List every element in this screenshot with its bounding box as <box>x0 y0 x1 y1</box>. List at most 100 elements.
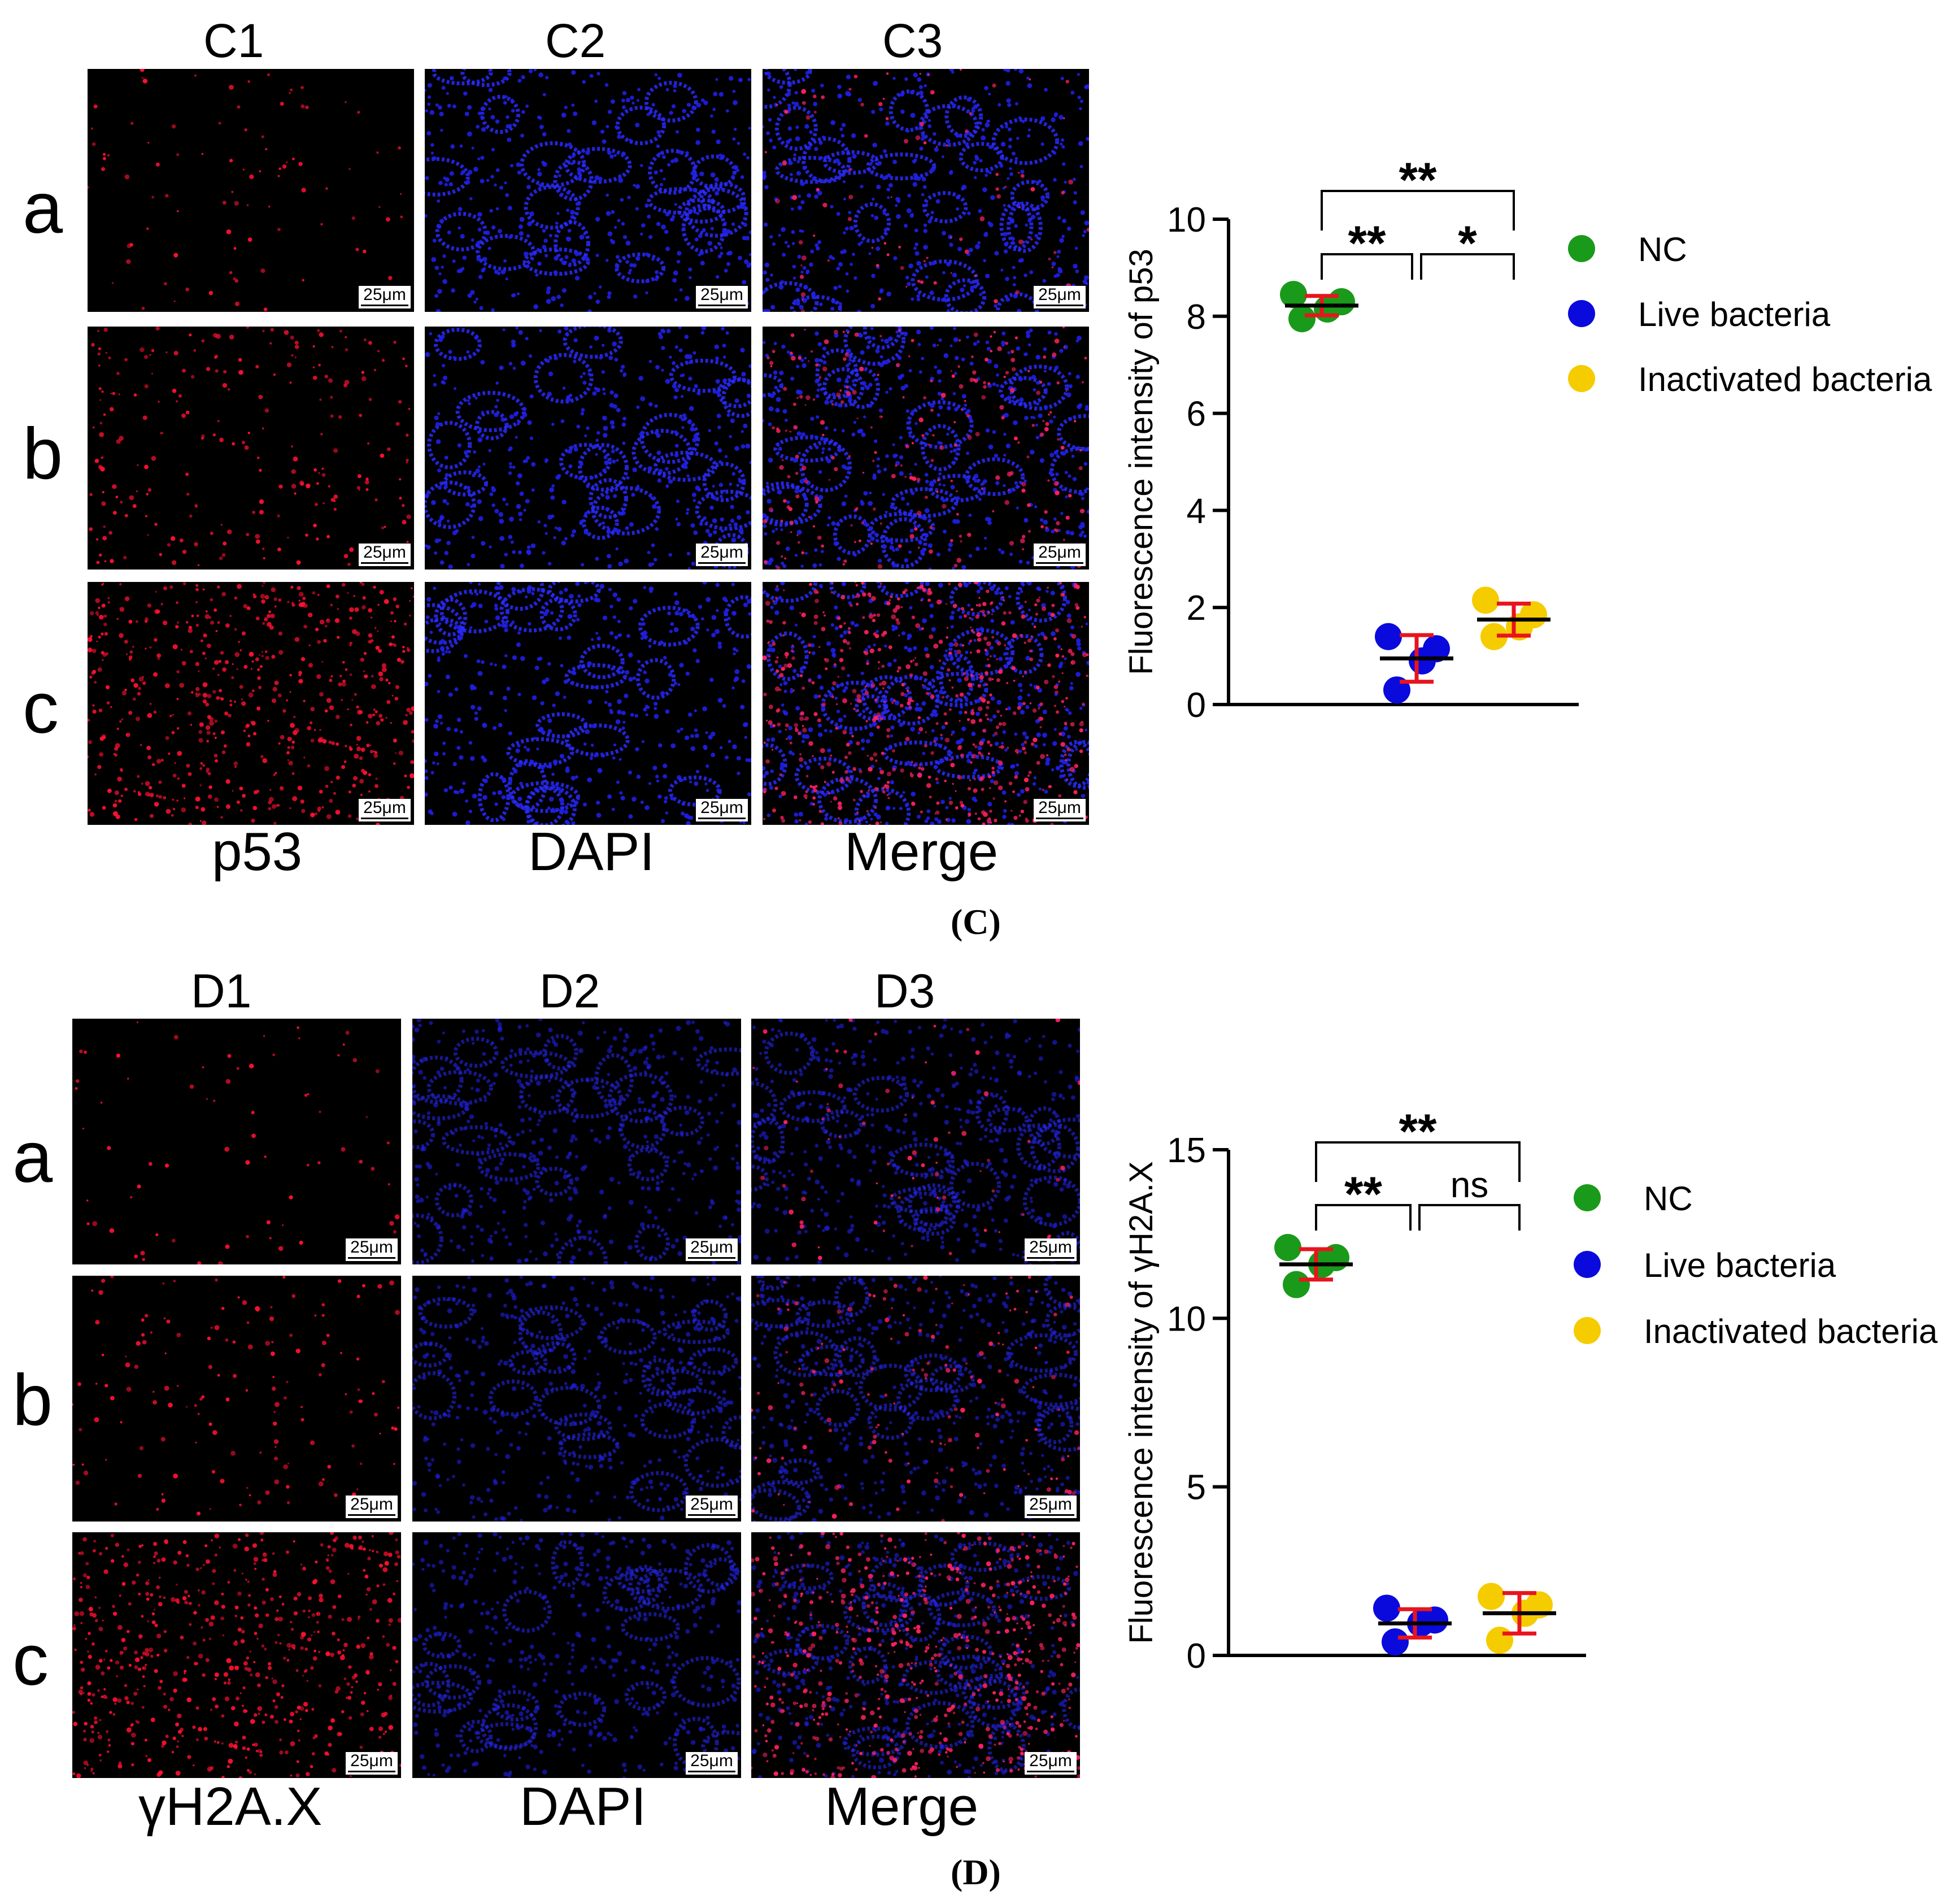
scale-bar-line <box>1036 562 1083 564</box>
scale-bar: 25μm <box>1025 1238 1077 1261</box>
data-point <box>1486 1627 1513 1654</box>
significance-bracket <box>1321 253 1413 280</box>
scale-bar-label: 25μm <box>1038 543 1081 562</box>
bottom-label-gh2ax: γH2A.X <box>138 1776 323 1837</box>
scale-bar: 25μm <box>346 1238 398 1261</box>
y-tick-label: 10 <box>1167 201 1206 240</box>
data-point <box>1283 1271 1310 1298</box>
micrograph-d2-c: 25μm <box>412 1532 741 1778</box>
bottom-label-merge-c: Merge <box>844 821 999 882</box>
scale-bar: 25μm <box>359 544 411 566</box>
scale-bar-label: 25μm <box>363 543 406 562</box>
scale-bar-label: 25μm <box>1038 285 1081 304</box>
col-header-d3: D3 <box>874 964 935 1018</box>
y-tick-label: 15 <box>1167 1131 1206 1170</box>
row-label-c-a: a <box>23 168 63 249</box>
scale-bar-line <box>361 818 408 819</box>
legend-label: Inactivated bacteria <box>1644 1312 1938 1350</box>
scale-bar-line <box>348 1514 395 1516</box>
scale-bar-label: 25μm <box>1029 1495 1072 1514</box>
scale-bar-line <box>698 562 746 564</box>
micrograph-d1-c: 25μm <box>72 1532 401 1778</box>
scale-bar-line <box>688 1514 735 1516</box>
data-point <box>1472 586 1499 614</box>
scale-bar-line <box>1027 1771 1074 1772</box>
scale-bar: 25μm <box>686 1752 738 1775</box>
scale-bar: 25μm <box>686 1238 738 1261</box>
row-label-c-b: b <box>23 414 63 494</box>
scale-bar-line <box>698 305 746 306</box>
micrograph-d3-c: 25μm <box>751 1532 1080 1778</box>
data-point <box>1478 1583 1505 1610</box>
data-point <box>1373 1594 1400 1622</box>
y-tick-label: 5 <box>1187 1468 1206 1507</box>
scale-bar-label: 25μm <box>690 1238 733 1257</box>
scale-bar: 25μm <box>1034 544 1086 566</box>
significance-label: ** <box>1399 1105 1437 1159</box>
micrograph-c2-b: 25μm <box>425 327 751 570</box>
significance-label: ns <box>1451 1164 1489 1205</box>
data-point <box>1288 305 1316 333</box>
scale-bar-line <box>1027 1257 1074 1259</box>
row-label-c-c: c <box>23 668 59 749</box>
scale-bar-line <box>688 1771 735 1772</box>
micrograph-d1-b: 25μm <box>72 1276 401 1522</box>
scale-bar-line <box>698 818 746 819</box>
scale-bar-line <box>361 305 408 306</box>
data-point <box>1480 623 1508 650</box>
data-point <box>1274 1234 1301 1262</box>
scale-bar: 25μm <box>359 799 411 821</box>
scale-bar-label: 25μm <box>1029 1751 1072 1770</box>
significance-label: ** <box>1399 153 1437 207</box>
scale-bar-label: 25μm <box>350 1751 393 1770</box>
micrograph-c3-c: 25μm <box>763 582 1089 825</box>
data-point <box>1382 1628 1409 1656</box>
panel-label-d: (D) <box>951 1852 1001 1892</box>
scale-bar-line <box>1036 818 1083 819</box>
scale-bar-line <box>688 1257 735 1259</box>
legend-label: Inactivated bacteria <box>1638 360 1932 398</box>
scale-bar: 25μm <box>696 544 748 566</box>
legend-marker <box>1568 365 1595 392</box>
legend-label: NC <box>1638 231 1687 268</box>
significance-label: ** <box>1344 1167 1382 1221</box>
significance-bracket <box>1315 1204 1412 1231</box>
data-point <box>1280 281 1307 308</box>
scale-bar: 25μm <box>696 286 748 308</box>
col-header-c3: C3 <box>882 14 943 67</box>
col-header-c1: C1 <box>203 14 264 67</box>
legend-marker <box>1574 1251 1601 1278</box>
scale-bar: 25μm <box>346 1752 398 1775</box>
micrograph-c1-b: 25μm <box>88 327 414 570</box>
col-header-d2: D2 <box>539 964 600 1018</box>
scale-bar: 25μm <box>1025 1752 1077 1775</box>
bottom-label-merge-d: Merge <box>825 1776 979 1837</box>
scale-bar-line <box>1027 1514 1074 1516</box>
y-tick-label: 8 <box>1187 298 1206 337</box>
row-label-d-a: a <box>12 1117 53 1198</box>
col-header-d1: D1 <box>191 964 252 1018</box>
scale-bar: 25μm <box>359 286 411 308</box>
y-tick-label: 0 <box>1187 1637 1206 1676</box>
scale-bar: 25μm <box>696 799 748 821</box>
scale-bar-label: 25μm <box>690 1495 733 1514</box>
micrograph-d2-a: 25μm <box>412 1019 741 1264</box>
scale-bar-label: 25μm <box>363 798 406 817</box>
y-axis-label: Fluorescence intensity of p53 <box>1123 249 1160 675</box>
y-tick-label: 10 <box>1167 1299 1206 1338</box>
bottom-label-dapi-c: DAPI <box>528 821 655 882</box>
scale-bar-label: 25μm <box>1029 1238 1072 1257</box>
scale-bar-line <box>361 562 408 564</box>
scale-bar-label: 25μm <box>700 543 743 562</box>
scale-bar-label: 25μm <box>350 1495 393 1514</box>
significance-bracket <box>1321 190 1515 231</box>
micrograph-d3-a: 25μm <box>751 1019 1080 1264</box>
bottom-label-dapi-d: DAPI <box>520 1776 647 1837</box>
micrograph-c3-a: 25μm <box>763 69 1089 312</box>
significance-label: ** <box>1348 216 1386 271</box>
legend-marker <box>1574 1184 1601 1211</box>
row-label-d-b: b <box>12 1360 53 1441</box>
scale-bar-label: 25μm <box>363 285 406 304</box>
legend-label: Live bacteria <box>1644 1246 1836 1284</box>
